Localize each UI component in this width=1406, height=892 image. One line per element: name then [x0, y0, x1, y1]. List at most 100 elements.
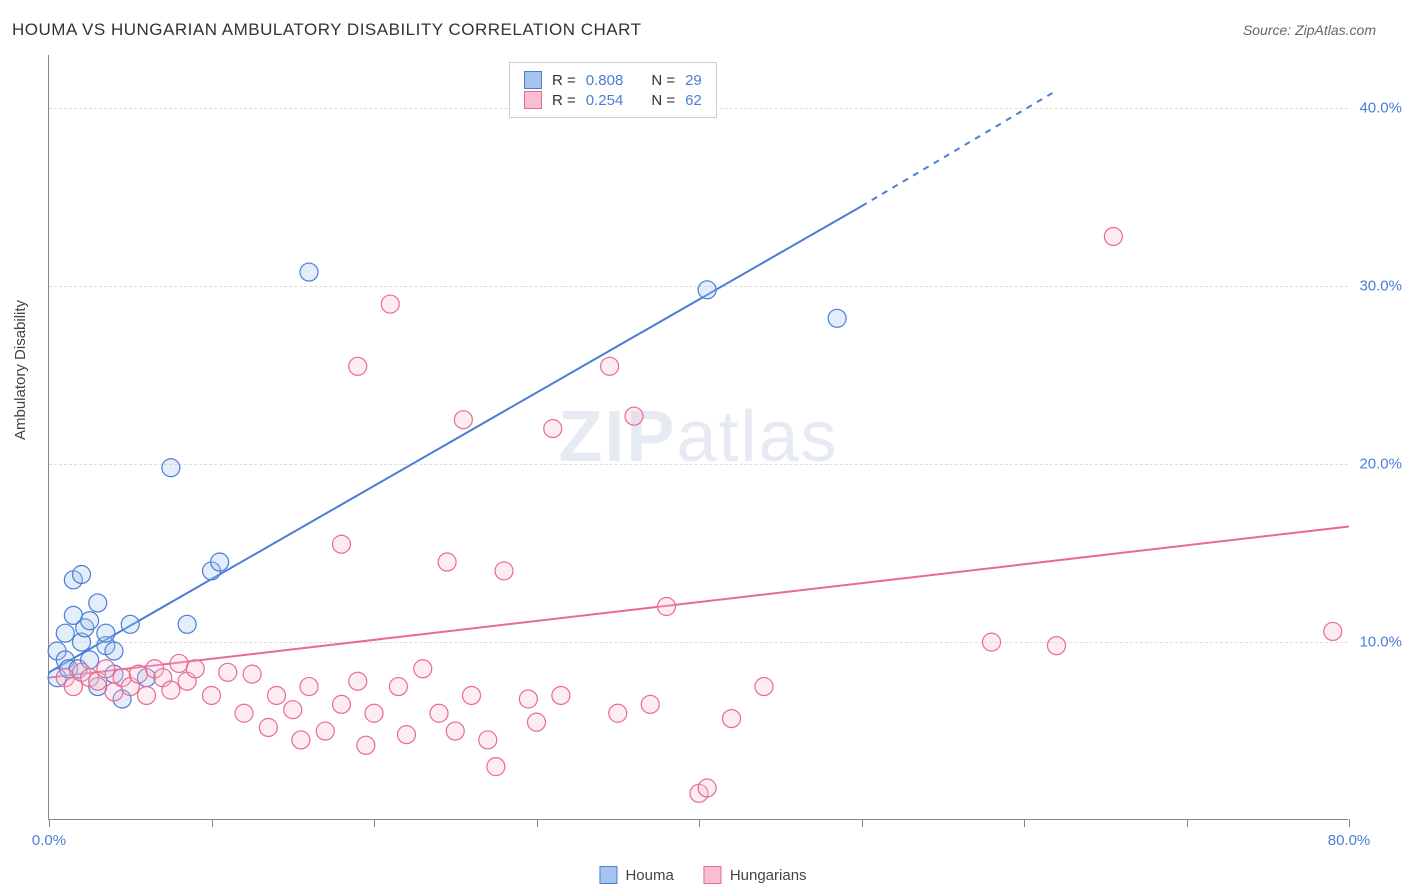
data-point [243, 665, 261, 683]
data-point [446, 722, 464, 740]
source-prefix: Source: [1243, 22, 1295, 38]
legend-label-hungarians: Hungarians [730, 867, 807, 884]
n-label: N = [651, 72, 675, 89]
data-point [365, 704, 383, 722]
n-value-hungarians: 62 [685, 92, 702, 109]
data-point [381, 295, 399, 313]
data-point [641, 695, 659, 713]
n-value-houma: 29 [685, 72, 702, 89]
data-point [1104, 227, 1122, 245]
x-tick-label: 80.0% [1328, 832, 1371, 849]
data-point [170, 654, 188, 672]
data-point [292, 731, 310, 749]
y-tick-label: 30.0% [1359, 278, 1402, 295]
data-point [203, 686, 221, 704]
data-point [97, 660, 115, 678]
data-point [300, 678, 318, 696]
data-point [235, 704, 253, 722]
trend-line [49, 206, 862, 672]
r-value-houma: 0.808 [586, 72, 624, 89]
y-axis-label: Ambulatory Disability [12, 300, 29, 440]
legend-item-houma: Houma [599, 866, 673, 884]
data-point [186, 660, 204, 678]
source-attribution: Source: ZipAtlas.com [1243, 22, 1376, 38]
source-name: ZipAtlas.com [1295, 22, 1376, 38]
data-point [97, 624, 115, 642]
data-point [105, 642, 123, 660]
y-tick-label: 20.0% [1359, 456, 1402, 473]
data-point [89, 594, 107, 612]
data-point [56, 624, 74, 642]
data-point [544, 420, 562, 438]
data-point [828, 309, 846, 327]
legend-stats-row: R = 0.808 N = 29 [524, 71, 702, 89]
data-point [414, 660, 432, 678]
data-point [398, 726, 416, 744]
data-point [723, 710, 741, 728]
n-label: N = [651, 92, 675, 109]
x-tick [699, 819, 700, 827]
data-point [333, 535, 351, 553]
data-point [73, 565, 91, 583]
data-point [162, 459, 180, 477]
swatch-houma [524, 71, 542, 89]
r-value-hungarians: 0.254 [586, 92, 624, 109]
data-point [349, 672, 367, 690]
chart-title: HOUMA VS HUNGARIAN AMBULATORY DISABILITY… [12, 20, 642, 40]
data-point [487, 758, 505, 776]
x-tick [1349, 819, 1350, 827]
x-tick-label: 0.0% [32, 832, 66, 849]
data-point [609, 704, 627, 722]
trend-line-dashed [862, 91, 1057, 207]
data-point [316, 722, 334, 740]
data-point [658, 598, 676, 616]
x-tick [374, 819, 375, 827]
legend-stats-row: R = 0.254 N = 62 [524, 91, 702, 109]
data-point [454, 411, 472, 429]
data-point [552, 686, 570, 704]
data-point [430, 704, 448, 722]
data-point [479, 731, 497, 749]
legend-item-hungarians: Hungarians [704, 866, 807, 884]
x-tick [862, 819, 863, 827]
data-point [333, 695, 351, 713]
data-point [259, 718, 277, 736]
data-point [349, 357, 367, 375]
data-point [284, 701, 302, 719]
data-point [601, 357, 619, 375]
data-point [219, 663, 237, 681]
data-point [129, 665, 147, 683]
data-point [268, 686, 286, 704]
legend-label-houma: Houma [625, 867, 673, 884]
data-point [625, 407, 643, 425]
data-svg [49, 55, 1348, 819]
data-point [519, 690, 537, 708]
data-point [81, 612, 99, 630]
data-point [211, 553, 229, 571]
data-point [495, 562, 513, 580]
x-tick [1024, 819, 1025, 827]
data-point [528, 713, 546, 731]
data-point [1048, 637, 1066, 655]
data-point [438, 553, 456, 571]
swatch-hungarians [524, 91, 542, 109]
data-point [138, 686, 156, 704]
swatch-hungarians [704, 866, 722, 884]
data-point [300, 263, 318, 281]
x-tick [49, 819, 50, 827]
y-tick-label: 40.0% [1359, 100, 1402, 117]
data-point [389, 678, 407, 696]
data-point [463, 686, 481, 704]
data-point [162, 681, 180, 699]
x-tick [537, 819, 538, 827]
x-tick [212, 819, 213, 827]
legend-series: Houma Hungarians [599, 866, 806, 884]
swatch-houma [599, 866, 617, 884]
chart-container: HOUMA VS HUNGARIAN AMBULATORY DISABILITY… [0, 0, 1406, 892]
legend-stats: R = 0.808 N = 29 R = 0.254 N = 62 [509, 62, 717, 118]
r-label: R = [552, 72, 576, 89]
data-point [698, 779, 716, 797]
plot-area: ZIPatlas 10.0%20.0%30.0%40.0% 0.0%80.0% … [48, 55, 1348, 820]
x-tick [1187, 819, 1188, 827]
data-point [1324, 622, 1342, 640]
